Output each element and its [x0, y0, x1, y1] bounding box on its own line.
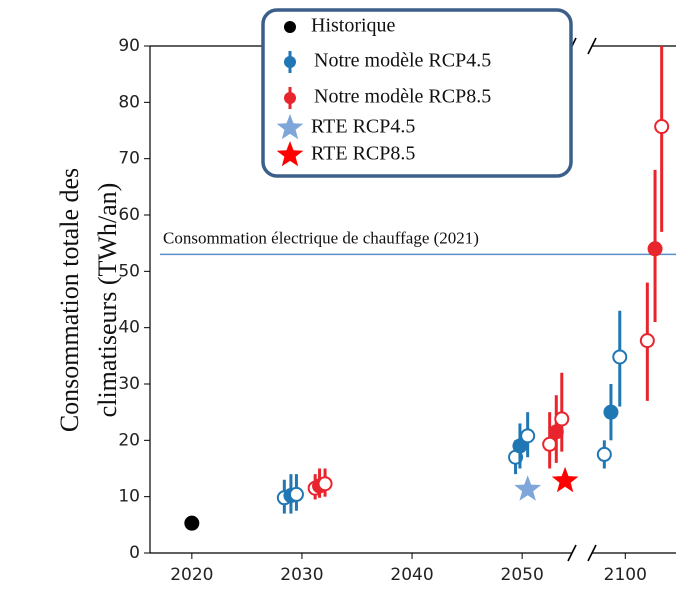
y-tick-label: 10 [118, 487, 140, 507]
point [542, 436, 558, 452]
legend-box [261, 8, 573, 178]
point [317, 476, 333, 492]
legend-marker [276, 114, 304, 140]
legend-label: Historique [311, 15, 396, 37]
x-tick-label: 2020 [170, 565, 213, 585]
legend-marker [284, 92, 296, 104]
point [603, 404, 619, 420]
y-tick-label: 50 [118, 261, 140, 281]
axis-break [587, 544, 597, 562]
legend-label: RTE RCP8.5 [311, 143, 415, 165]
point [639, 333, 655, 349]
star-marker [514, 475, 541, 501]
x-tick-label: 2030 [280, 565, 323, 585]
point [596, 446, 612, 462]
y-tick-label: 30 [118, 374, 140, 394]
legend-label: Notre modèle RCP4.5 [314, 50, 491, 72]
legend-label: Notre modèle RCP8.5 [314, 86, 491, 108]
legend-marker [284, 56, 296, 68]
y-tick-label: 0 [129, 543, 140, 563]
y-tick-label: 90 [118, 36, 140, 56]
x-tick-label: 2050 [501, 565, 544, 585]
y-axis-label: Consommation totale des [55, 168, 84, 432]
point [184, 515, 200, 531]
point [654, 119, 670, 135]
x-tick-label: 2100 [604, 565, 647, 585]
y-tick-label: 40 [118, 318, 140, 338]
star-marker [551, 466, 579, 493]
y-tick-label: 20 [118, 430, 140, 450]
legend-marker [276, 141, 304, 167]
legend-marker [284, 21, 296, 33]
point [288, 486, 304, 502]
axis-break [567, 544, 577, 562]
x-tick-label: 2040 [390, 565, 433, 585]
point [554, 411, 570, 427]
y-tick-label: 60 [118, 205, 140, 225]
y-axis-label: climatiseurs (TWh/an) [93, 183, 122, 418]
y-tick-label: 70 [118, 149, 140, 169]
legend: Historique Notre modèle RCP4.5 Notre modèl… [276, 15, 491, 167]
legend-label: RTE RCP4.5 [311, 116, 415, 138]
point [647, 241, 663, 257]
reference-label: Consommation électrique de chauffage (20… [163, 228, 479, 247]
axis-break [587, 37, 597, 55]
y-tick-label: 80 [118, 92, 140, 112]
point [520, 428, 536, 444]
point [612, 349, 628, 365]
